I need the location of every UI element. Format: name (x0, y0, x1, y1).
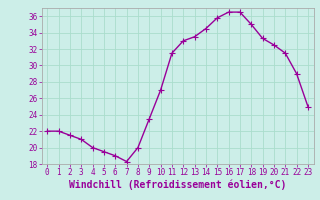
X-axis label: Windchill (Refroidissement éolien,°C): Windchill (Refroidissement éolien,°C) (69, 180, 286, 190)
